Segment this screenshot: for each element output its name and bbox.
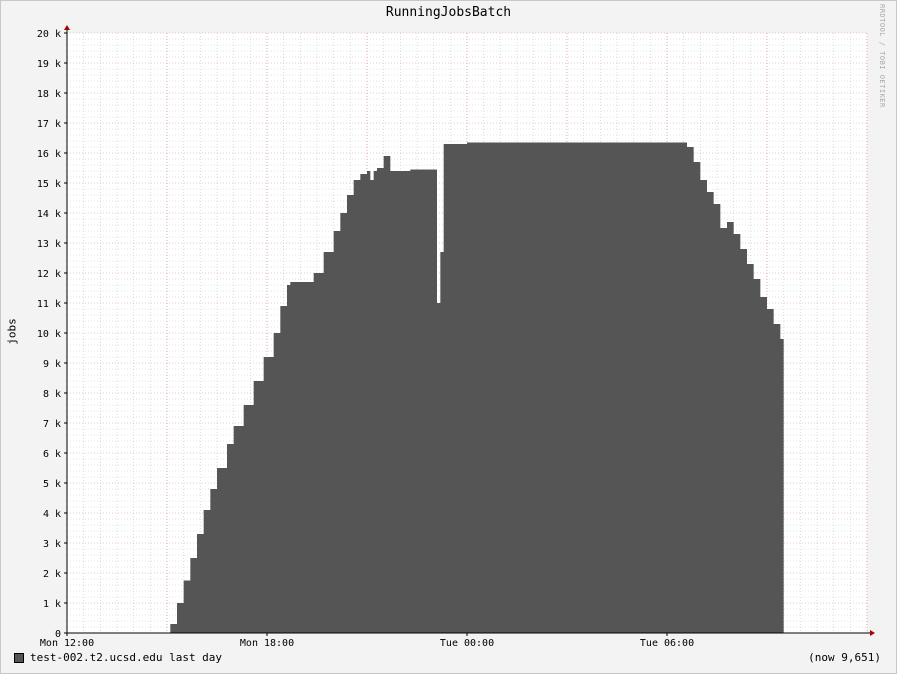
y-axis-arrow [64, 25, 70, 30]
legend-label: test-002.t2.ucsd.edu last day [30, 651, 223, 664]
y-tick-label: 16 k [37, 149, 61, 160]
chart-title: RunningJobsBatch [385, 5, 512, 20]
y-tick-label: 3 k [43, 539, 61, 550]
legend: test-002.t2.ucsd.edu last day [14, 651, 222, 664]
now-value-label: (now 9,651) [808, 651, 881, 664]
watermark: RRDTOOL / TOBI OETIKER [878, 4, 886, 108]
y-tick-label: 14 k [37, 209, 61, 220]
x-tick-label: Tue 00:00 [440, 638, 494, 649]
y-tick-label: 6 k [43, 449, 61, 460]
y-tick-label: 7 k [43, 419, 61, 430]
y-tick-label: 10 k [37, 329, 61, 340]
y-tick-label: 15 k [37, 179, 61, 190]
x-axis-arrow [870, 630, 875, 636]
y-tick-label: 13 k [37, 239, 61, 250]
x-tick-label: Tue 06:00 [640, 638, 694, 649]
y-tick-label: 8 k [43, 389, 61, 400]
y-tick-label: 1 k [43, 599, 61, 610]
y-tick-label: 5 k [43, 479, 61, 490]
y-tick-label: 0 [55, 629, 61, 640]
x-tick-label: Mon 18:00 [240, 638, 294, 649]
y-tick-label: 4 k [43, 509, 61, 520]
y-tick-label: 12 k [37, 269, 61, 280]
y-tick-label: 18 k [37, 89, 61, 100]
legend-swatch [14, 652, 24, 663]
y-tick-label: 17 k [37, 119, 61, 130]
x-tick-label: Mon 12:00 [40, 638, 94, 649]
y-tick-label: 20 k [37, 29, 61, 40]
y-tick-label: 9 k [43, 359, 61, 370]
series-area [167, 142, 784, 633]
y-tick-label: 11 k [37, 299, 61, 310]
y-tick-label: 19 k [37, 59, 61, 70]
y-tick-label: 2 k [43, 569, 61, 580]
